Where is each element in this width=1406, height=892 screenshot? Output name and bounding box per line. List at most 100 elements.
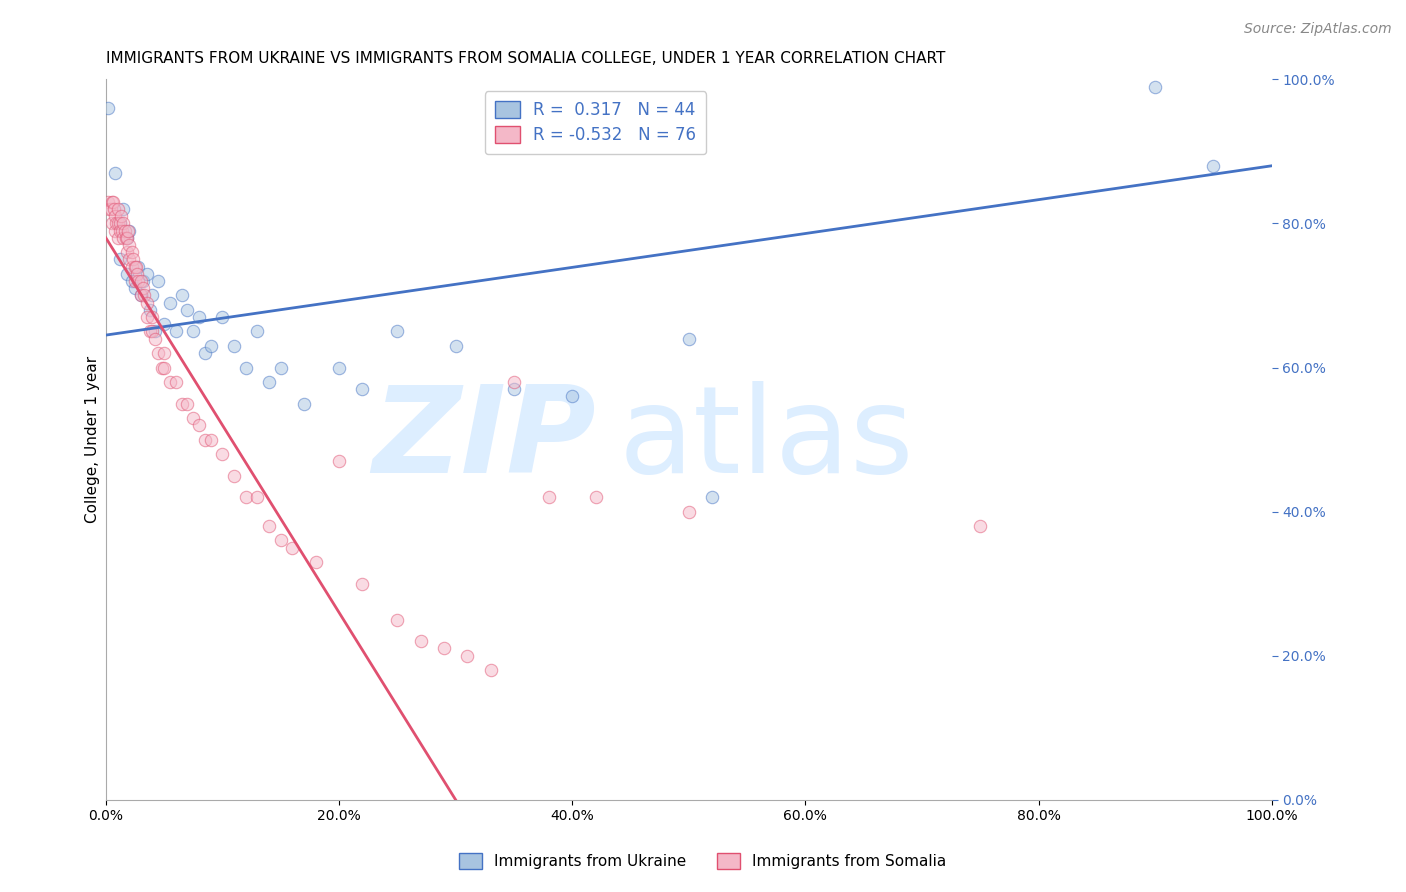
Point (246, 325, 269, 339)
Point (129, 288, 152, 302)
Point (257, 375, 280, 389)
Point (101, 194, 124, 209)
Point (108, 252, 131, 267)
Point (139, 325, 162, 339)
Point (107, 231, 129, 245)
Point (135, 310, 157, 324)
Point (143, 332, 166, 346)
Point (100, 216, 122, 230)
Point (107, 216, 129, 230)
Point (121, 260, 143, 274)
Point (352, 382, 374, 396)
Point (328, 454, 350, 468)
Point (165, 325, 187, 339)
Point (128, 260, 150, 274)
Point (104, 209, 127, 223)
Point (153, 346, 176, 360)
Point (115, 231, 138, 245)
Point (112, 231, 135, 245)
Legend: Immigrants from Ukraine, Immigrants from Somalia: Immigrants from Ukraine, Immigrants from… (453, 847, 953, 875)
Point (503, 382, 526, 396)
Point (135, 267, 157, 281)
Point (118, 224, 141, 238)
Point (352, 576, 374, 591)
Point (194, 433, 217, 447)
Point (97, 194, 120, 209)
Text: ZIP: ZIP (371, 381, 596, 498)
Point (112, 216, 135, 230)
Point (159, 375, 181, 389)
Point (969, 519, 991, 533)
Point (110, 209, 132, 223)
Point (181, 325, 204, 339)
Point (105, 216, 128, 230)
Point (503, 375, 526, 389)
Point (104, 224, 127, 238)
Point (153, 360, 176, 375)
Point (132, 274, 155, 288)
Point (121, 274, 143, 288)
Point (107, 202, 129, 216)
Point (108, 216, 131, 230)
Point (1144, 79, 1167, 94)
Point (129, 274, 152, 288)
Point (117, 224, 139, 238)
Point (181, 411, 204, 425)
Point (141, 288, 163, 302)
Point (121, 252, 143, 267)
Point (121, 245, 143, 260)
Point (328, 360, 350, 375)
Point (235, 360, 257, 375)
Point (409, 634, 432, 648)
Point (118, 238, 141, 252)
Point (211, 310, 233, 324)
Point (281, 541, 304, 555)
Point (194, 346, 217, 360)
Point (235, 490, 257, 504)
Text: Source: ZipAtlas.com: Source: ZipAtlas.com (1244, 22, 1392, 37)
Point (200, 433, 222, 447)
Point (108, 224, 131, 238)
Point (211, 447, 233, 461)
Point (444, 339, 467, 353)
Point (112, 202, 135, 216)
Point (115, 231, 138, 245)
Point (700, 490, 723, 504)
Point (479, 663, 502, 677)
Point (143, 325, 166, 339)
Point (561, 389, 583, 403)
Text: atlas: atlas (619, 381, 914, 498)
Point (104, 166, 127, 180)
Point (188, 418, 211, 433)
Point (224, 339, 246, 353)
Point (1202, 159, 1225, 173)
Point (115, 267, 138, 281)
Point (124, 281, 146, 295)
Point (148, 274, 170, 288)
Point (118, 252, 141, 267)
Point (159, 295, 181, 310)
Point (141, 310, 163, 324)
Point (124, 260, 146, 274)
Point (111, 224, 134, 238)
Point (270, 533, 292, 548)
Point (585, 490, 607, 504)
Point (97, 101, 120, 115)
Point (114, 224, 136, 238)
Point (170, 396, 193, 410)
Point (100, 194, 122, 209)
Point (141, 325, 163, 339)
Point (176, 396, 198, 410)
Point (132, 281, 155, 295)
Point (678, 332, 700, 346)
Point (135, 295, 157, 310)
Point (433, 641, 456, 656)
Point (98, 202, 121, 216)
Point (114, 231, 136, 245)
Point (103, 202, 125, 216)
Point (165, 375, 187, 389)
Point (537, 490, 560, 504)
Point (108, 216, 131, 230)
Point (387, 613, 409, 627)
Point (139, 302, 162, 317)
